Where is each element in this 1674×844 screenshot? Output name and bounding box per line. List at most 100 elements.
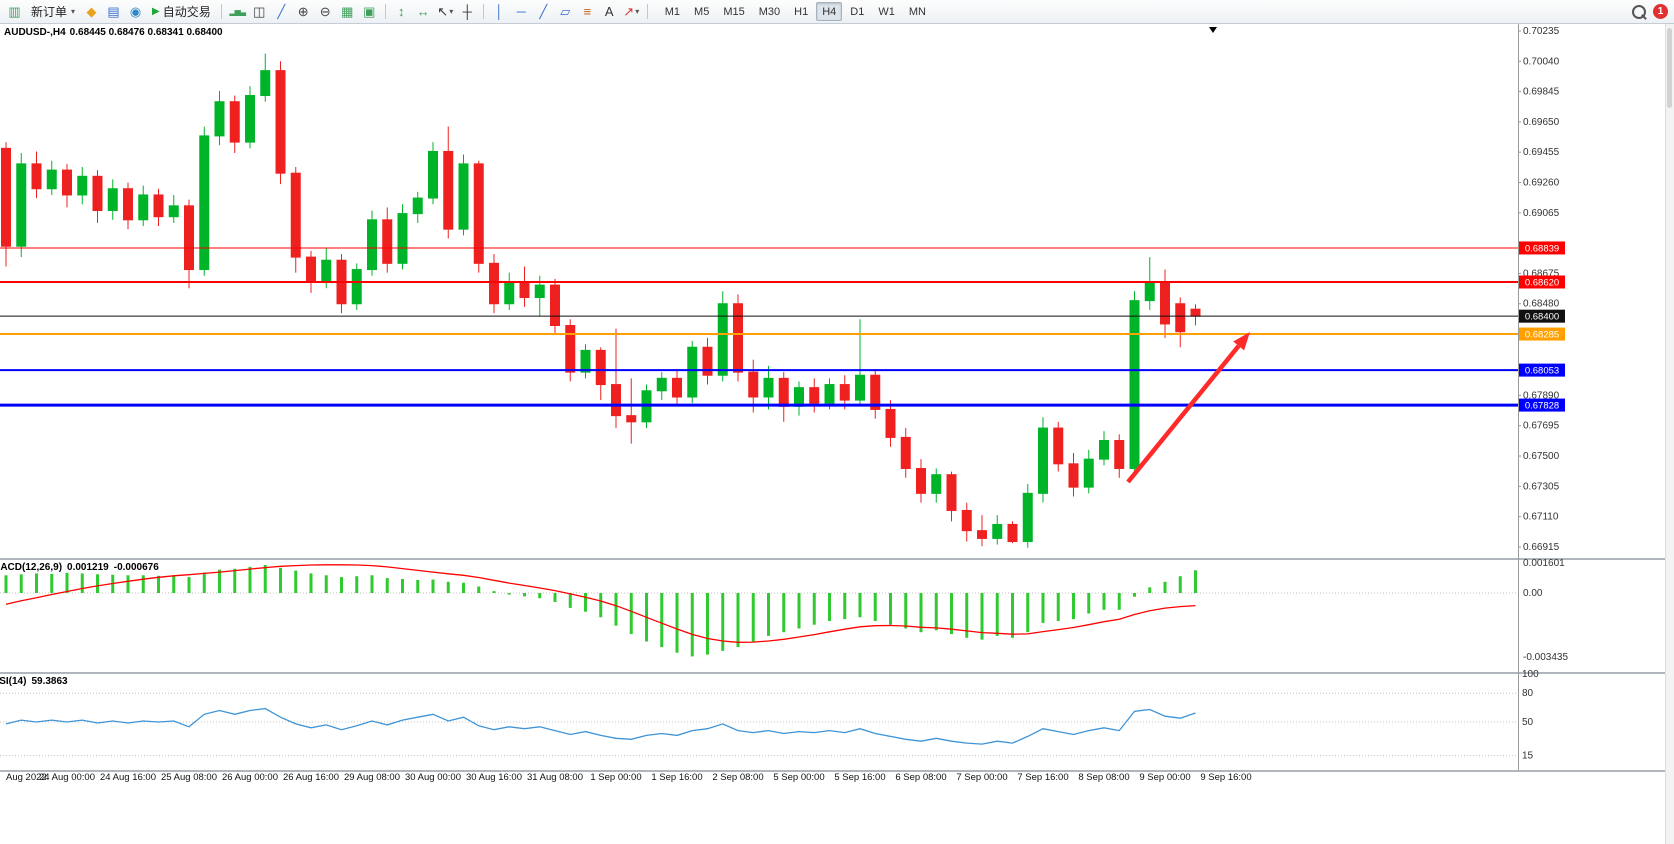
candle-up (428, 150, 438, 199)
timeframe-H4[interactable]: H4 (816, 2, 843, 21)
autotrading-button[interactable]: ▶ 自动交易 (147, 2, 216, 21)
price-tick-label: 0.68480 (1523, 299, 1560, 310)
candle-down (809, 387, 820, 404)
candle-down (382, 219, 393, 264)
fibonacci-icon[interactable]: ≡ (577, 2, 598, 21)
candle-down (290, 172, 301, 258)
channel-icon: ▱ (560, 4, 571, 19)
timeframe-M5[interactable]: M5 (694, 5, 710, 18)
chart-symbol-period: AUDUSD-,H4 (4, 27, 66, 38)
vertical-scrollbar[interactable] (1665, 24, 1674, 844)
timeframe-M30[interactable]: M30 (758, 5, 781, 18)
vertical-line-icon[interactable]: │ (489, 2, 510, 21)
notification-badge[interactable]: 1 (1653, 4, 1668, 19)
candle-up (1099, 440, 1109, 460)
tile-windows-icon[interactable]: ▣ (359, 2, 380, 21)
cursor-icon[interactable]: ↖ ▾ (435, 2, 456, 21)
panel-separator[interactable] (0, 558, 1666, 560)
trendline-icon: ╱ (539, 4, 548, 19)
price-tick-label: 0.67305 (1523, 481, 1560, 492)
cursor-icon: ↖ (437, 4, 449, 19)
candle-up (504, 281, 515, 305)
timeframe-M1[interactable]: M1 (664, 5, 681, 18)
timeframe-D1[interactable]: D1 (850, 5, 865, 18)
timeframe-M15[interactable]: M15 (723, 5, 745, 18)
price-tick-label: 0.66915 (1523, 542, 1560, 553)
candlestick-chart-icon[interactable]: ◫ (249, 2, 270, 21)
candle-up (77, 175, 88, 196)
candle-up (351, 269, 362, 305)
trend-arrow-head[interactable] (1233, 332, 1250, 351)
candle-up (138, 194, 149, 221)
autotrading-button-icon: ▶ (152, 6, 160, 17)
line-chart-icon: ╱ (277, 4, 286, 19)
shapes-icon: ↗ (623, 4, 635, 19)
panel-separator[interactable] (0, 672, 1666, 674)
toolbar-right-group: 1 (1632, 4, 1670, 19)
candle-up (717, 303, 728, 376)
price-tag-label: 0.68400 (1525, 312, 1559, 323)
candle-down (184, 205, 194, 271)
channel-icon[interactable]: ▱ (555, 2, 576, 21)
toolbar-left-group: ▥ 新订单 ▾ ◆ ▤ ◉ ▶ 自动交易 ▂▅▃ ◫ ╱ ⊕ ⊖ ▦ ▣ ↕ ↔ ↖ ▾ ┼ │ ─ ╱ ▱ ≡ A ↗ ▾ (4, 2, 652, 21)
new-order-chart-icon: ▥ (8, 4, 21, 19)
bar-chart-icon[interactable]: ▂▅▃ (227, 2, 248, 21)
time-label: 9 Sep 00:00 (1139, 772, 1190, 783)
compass-icon: ◆ (86, 4, 97, 19)
price-tag-label: 0.68053 (1525, 366, 1559, 377)
rsi-name: RSI(14) (0, 676, 27, 687)
candle-up (260, 70, 271, 96)
chart-window[interactable]: 100 80 50 15 0.70235 0.70040 0.69845 0.69650 0.6… (0, 24, 1674, 794)
candle-down (306, 256, 316, 283)
new-order-chart-icon[interactable]: ▥ (4, 2, 25, 21)
candle-up (656, 377, 667, 392)
chart-shift-marker[interactable] (1209, 27, 1217, 33)
crosshair-icon: ┼ (462, 4, 472, 19)
candlestick-chart-icon: ◫ (253, 4, 266, 19)
market-depth-icon[interactable]: ▤ (103, 2, 124, 21)
arrange-horizontal-icon: ↔ (416, 4, 430, 19)
macd-axis-label: 0.001601 (1523, 558, 1565, 569)
candle-down (1190, 308, 1201, 317)
line-chart-icon[interactable]: ╱ (271, 2, 292, 21)
scrollbar-thumb[interactable] (1667, 28, 1672, 108)
arrange-horizontal-icon[interactable]: ↔ (413, 2, 434, 21)
price-tag-label: 0.68620 (1525, 277, 1559, 288)
timeframe-W1[interactable]: W1 (878, 5, 895, 18)
candle-down (1053, 427, 1064, 465)
price-tag-label: 0.68285 (1525, 330, 1559, 341)
horizontal-line-icon[interactable]: ─ (511, 2, 532, 21)
candle-up (1038, 427, 1048, 494)
panel-separator[interactable] (0, 770, 1666, 772)
candle-down (123, 188, 133, 221)
candle-up (1083, 458, 1094, 488)
price-tag (1519, 327, 1565, 341)
trendline-icon[interactable]: ╱ (533, 2, 554, 21)
zoom-out-icon[interactable]: ⊖ (315, 2, 336, 21)
search-icon[interactable] (1632, 4, 1646, 19)
candle-down (870, 374, 881, 410)
shapes-icon[interactable]: ↗ ▾ (621, 2, 642, 21)
new-order-button[interactable]: 新订单 ▾ (26, 2, 80, 21)
compass-icon[interactable]: ◆ (81, 2, 102, 21)
price-tick-label: 0.67500 (1523, 451, 1560, 462)
price-tick-label: 0.70235 (1523, 26, 1560, 37)
crosshair-icon[interactable]: ┼ (457, 2, 478, 21)
zoom-in-icon[interactable]: ⊕ (293, 2, 314, 21)
chart-canvas[interactable]: 100 80 50 15 0.70235 0.70040 0.69845 0.69650 0.6… (0, 24, 1674, 794)
candle-down (839, 384, 850, 401)
grid-icon[interactable]: ▦ (337, 2, 358, 21)
text-tool-icon[interactable]: A (599, 2, 620, 21)
timeframe-H1[interactable]: H1 (794, 5, 809, 18)
timeframe-MN[interactable]: MN (908, 5, 926, 18)
time-label: 1 Sep 00:00 (590, 772, 641, 783)
price-tag (1519, 241, 1565, 255)
macd-label: MACD(12,26,9) 0.001219 -0.000676 (0, 562, 164, 573)
chart-title: AUDUSD-,H4 0.68445 0.68476 0.68341 0.6840… (4, 27, 227, 38)
time-label: 5 Sep 00:00 (773, 772, 824, 783)
vertical-line-icon: │ (495, 4, 504, 19)
trend-arrow-line[interactable] (1126, 344, 1241, 484)
arrange-vertical-icon[interactable]: ↕ (391, 2, 412, 21)
rsi-level-label: 100 (1522, 669, 1539, 680)
community-icon[interactable]: ◉ (125, 2, 146, 21)
